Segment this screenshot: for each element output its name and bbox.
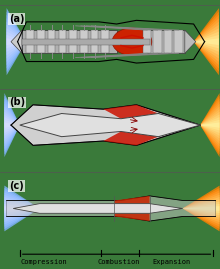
Polygon shape: [7, 196, 216, 221]
Polygon shape: [7, 38, 26, 45]
Bar: [91, 30, 98, 53]
Polygon shape: [194, 15, 219, 69]
Bar: [143, 30, 185, 53]
Polygon shape: [7, 28, 26, 55]
Polygon shape: [200, 98, 220, 152]
Polygon shape: [13, 204, 183, 213]
Polygon shape: [183, 206, 220, 211]
Polygon shape: [103, 132, 158, 145]
Polygon shape: [183, 192, 220, 225]
Polygon shape: [4, 96, 20, 154]
Polygon shape: [183, 195, 220, 222]
Bar: [174, 30, 183, 53]
Polygon shape: [183, 201, 220, 215]
Polygon shape: [114, 213, 150, 221]
Polygon shape: [7, 18, 26, 65]
Polygon shape: [194, 28, 219, 55]
Polygon shape: [183, 197, 220, 220]
Text: Combustion: Combustion: [97, 259, 140, 265]
Polygon shape: [200, 109, 220, 141]
Polygon shape: [4, 190, 40, 227]
Polygon shape: [7, 12, 26, 72]
Polygon shape: [4, 109, 20, 141]
Text: (a): (a): [9, 14, 24, 24]
Polygon shape: [4, 199, 40, 218]
Bar: [101, 30, 109, 53]
Polygon shape: [183, 199, 220, 218]
Bar: [59, 30, 66, 53]
Polygon shape: [194, 32, 219, 52]
Polygon shape: [4, 197, 40, 220]
Polygon shape: [200, 120, 220, 130]
Bar: [48, 30, 55, 53]
Polygon shape: [4, 195, 40, 222]
Polygon shape: [7, 8, 26, 75]
Polygon shape: [200, 104, 220, 146]
Text: Expansion: Expansion: [152, 259, 191, 265]
Polygon shape: [4, 188, 40, 229]
Polygon shape: [194, 18, 219, 65]
Polygon shape: [200, 117, 220, 133]
Polygon shape: [4, 117, 20, 133]
Polygon shape: [7, 15, 26, 69]
Polygon shape: [200, 112, 220, 139]
Polygon shape: [194, 25, 219, 58]
Text: Compression: Compression: [21, 259, 67, 265]
Polygon shape: [20, 114, 200, 137]
Polygon shape: [194, 12, 219, 72]
Bar: [69, 30, 77, 53]
Polygon shape: [194, 38, 219, 45]
Bar: [164, 30, 172, 53]
Polygon shape: [7, 25, 26, 58]
Polygon shape: [200, 107, 220, 144]
Ellipse shape: [112, 28, 152, 55]
Bar: [143, 30, 151, 53]
Polygon shape: [4, 98, 20, 152]
Bar: [22, 30, 117, 53]
Polygon shape: [183, 188, 220, 229]
Bar: [26, 30, 34, 53]
Polygon shape: [183, 186, 220, 231]
Text: (b): (b): [9, 97, 25, 108]
Polygon shape: [194, 8, 219, 75]
Polygon shape: [183, 204, 220, 213]
Polygon shape: [4, 107, 20, 144]
Polygon shape: [103, 105, 158, 119]
Polygon shape: [4, 104, 20, 146]
Polygon shape: [194, 35, 219, 48]
Bar: [22, 39, 150, 45]
Polygon shape: [4, 112, 20, 139]
Polygon shape: [4, 122, 20, 128]
Polygon shape: [200, 96, 220, 154]
Polygon shape: [4, 93, 20, 157]
Polygon shape: [4, 204, 40, 213]
Text: (c): (c): [9, 181, 24, 191]
Polygon shape: [7, 22, 26, 62]
Polygon shape: [4, 206, 40, 211]
Bar: [80, 30, 88, 53]
Polygon shape: [4, 201, 40, 215]
Polygon shape: [114, 196, 150, 204]
Polygon shape: [4, 192, 40, 225]
Polygon shape: [200, 93, 220, 157]
Polygon shape: [194, 22, 219, 62]
Polygon shape: [7, 32, 26, 52]
Polygon shape: [7, 35, 26, 48]
Bar: [37, 30, 45, 53]
Polygon shape: [200, 114, 220, 136]
Polygon shape: [4, 101, 20, 149]
Polygon shape: [11, 105, 200, 145]
Polygon shape: [183, 190, 220, 227]
Polygon shape: [4, 186, 40, 231]
Polygon shape: [185, 30, 196, 53]
Bar: [153, 30, 162, 53]
Polygon shape: [200, 101, 220, 149]
Polygon shape: [200, 122, 220, 128]
Polygon shape: [4, 120, 20, 130]
Polygon shape: [11, 30, 22, 53]
Polygon shape: [4, 114, 20, 136]
